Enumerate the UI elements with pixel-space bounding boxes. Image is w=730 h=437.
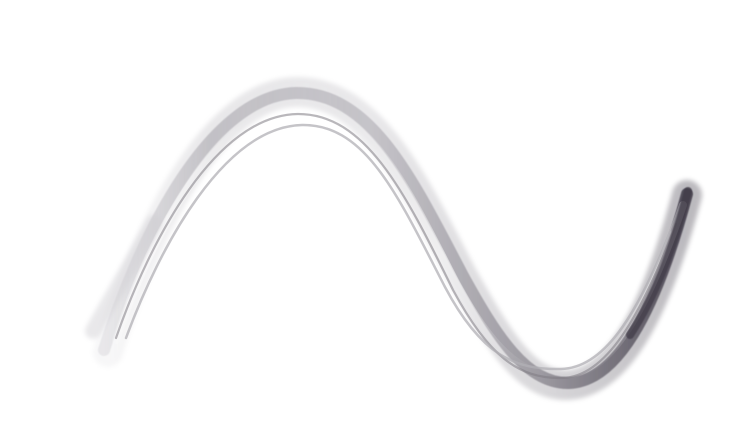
brush-tail-texture [85, 215, 162, 339]
brush-stroke-body [93, 77, 702, 400]
inner-rail-2 [124, 123, 672, 371]
inner-rail-1 [114, 112, 678, 380]
brush-tip-dark [626, 187, 692, 339]
brush-stroke-main [98, 86, 693, 390]
